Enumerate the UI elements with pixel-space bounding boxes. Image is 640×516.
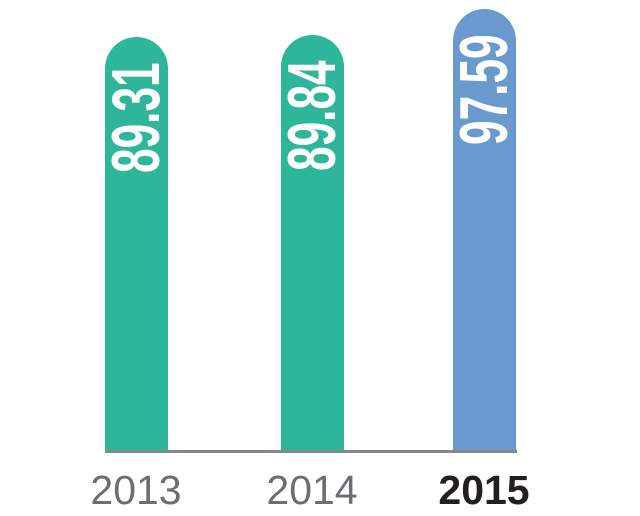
bar-value-label-2014: 89.84 [274,60,350,171]
x-tick-label-2013: 2013 [90,467,182,513]
bar-value-label-2015: 97.59 [446,34,522,145]
bar-value-label-2013: 89.31 [98,62,174,173]
x-axis-line [105,450,517,453]
x-tick-label-2014: 2014 [266,467,358,513]
bar-2014: 89.84 [274,35,350,450]
bar-2013: 89.31 [98,37,174,450]
bar-2015: 97.59 [446,9,522,450]
x-tick-label-2015: 2015 [438,467,530,513]
